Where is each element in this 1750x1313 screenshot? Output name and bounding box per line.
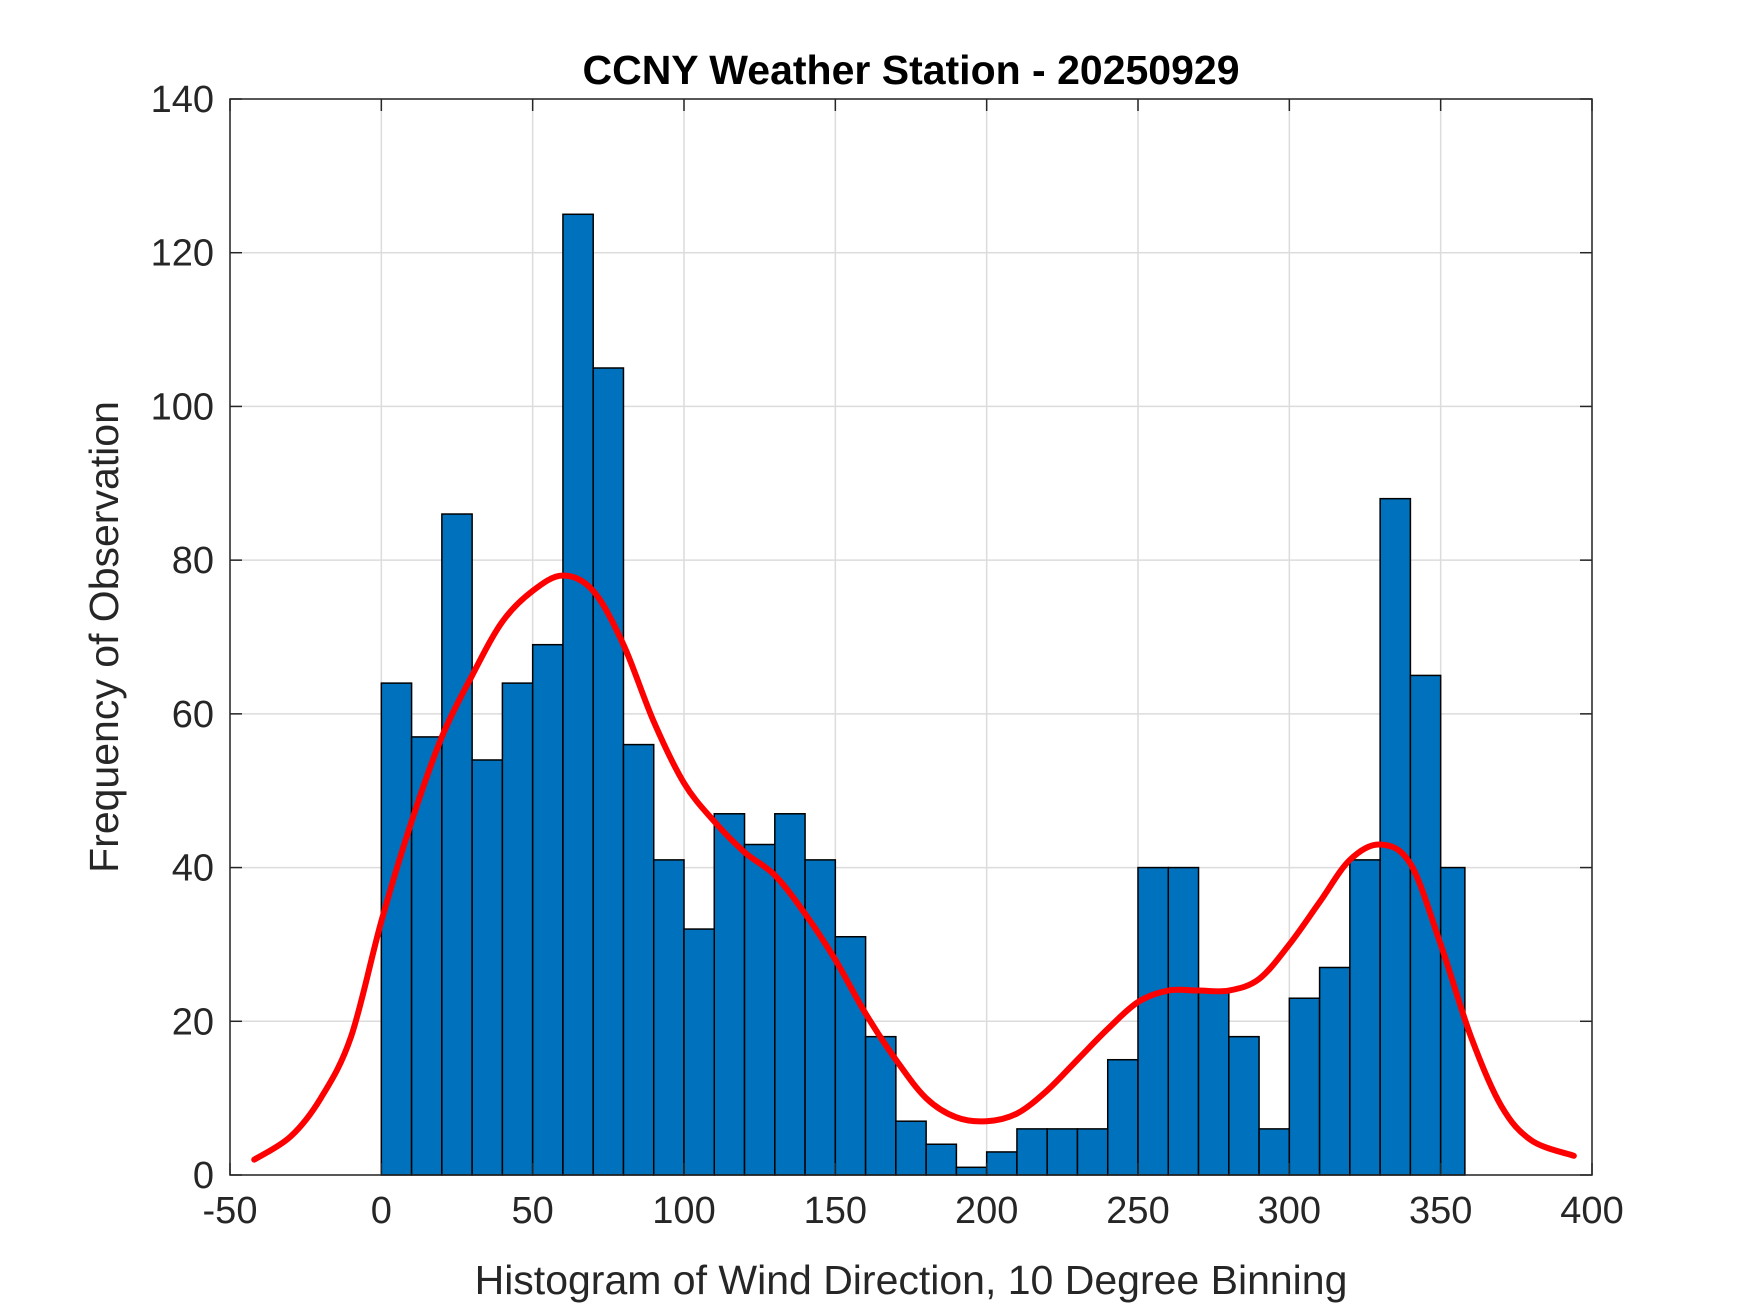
histogram-bar (652, 859, 685, 1176)
x-tick-label: -50 (203, 1190, 258, 1232)
histogram-bar (985, 1151, 1018, 1176)
histogram-bar (441, 513, 473, 1176)
y-tick-label: 100 (151, 386, 214, 428)
x-tick-label: 50 (512, 1190, 554, 1232)
histogram-bar (1197, 989, 1230, 1176)
x-axis-title: Histogram of Wind Direction, 10 Degree B… (475, 1257, 1348, 1303)
histogram-bar (1046, 1128, 1079, 1176)
x-tick-label: 0 (371, 1190, 392, 1232)
histogram-bar (1379, 497, 1412, 1176)
histogram-bar (1318, 966, 1351, 1176)
histogram-bar (471, 759, 504, 1176)
x-tick-label: 250 (1106, 1190, 1169, 1232)
histogram-bar (531, 643, 564, 1176)
histogram-bar (1349, 859, 1381, 1176)
histogram-bar (380, 682, 413, 1176)
histogram-bar (1167, 866, 1200, 1176)
histogram-bar (774, 813, 806, 1176)
histogram-bar (743, 843, 776, 1176)
histogram-bar (501, 682, 534, 1176)
chart-title: CCNY Weather Station - 20250929 (582, 47, 1239, 93)
x-tick-label: 150 (804, 1190, 867, 1232)
histogram-bar (562, 213, 594, 1176)
histogram-bar (804, 859, 837, 1176)
histogram-bar (592, 367, 625, 1176)
histogram-bar (622, 743, 655, 1176)
x-tick-label: 100 (652, 1190, 715, 1232)
histogram-bar (683, 928, 716, 1176)
histogram-bar (1137, 866, 1170, 1176)
y-tick-label: 140 (151, 79, 214, 121)
histogram-bar (864, 1035, 897, 1176)
y-tick-label: 80 (172, 540, 214, 582)
y-tick-label: 60 (172, 694, 214, 736)
x-tick-label: 400 (1560, 1190, 1623, 1232)
histogram-bar (1258, 1128, 1291, 1176)
y-tick-label: 0 (193, 1155, 214, 1197)
histogram-bar (1228, 1035, 1260, 1176)
histogram-bar (895, 1120, 927, 1176)
y-tick-label: 120 (151, 233, 214, 275)
histogram-bar (1076, 1128, 1109, 1176)
x-tick-label: 300 (1258, 1190, 1321, 1232)
histogram-bar (1288, 997, 1321, 1176)
y-tick-label: 40 (172, 848, 214, 890)
x-tick-label: 200 (955, 1190, 1018, 1232)
histogram-bar (925, 1143, 958, 1176)
histogram-bar (1016, 1128, 1048, 1176)
histogram-bar (1439, 866, 1466, 1176)
histogram-bar (834, 935, 867, 1176)
plot-frame (229, 98, 1593, 1176)
histogram-bars (380, 213, 1466, 1176)
y-tick-label: 20 (172, 1001, 214, 1043)
density-curve (251, 572, 1577, 1163)
histogram-bar (713, 813, 746, 1176)
y-axis-title: Frequency of Observation (81, 401, 127, 873)
histogram-bar (955, 1166, 988, 1176)
x-tick-label: 350 (1409, 1190, 1472, 1232)
histogram-bar (1106, 1058, 1139, 1176)
axis-ticks: -50 0 50 100 150 200 250 300 350 4000204060801001… (151, 79, 1624, 1232)
